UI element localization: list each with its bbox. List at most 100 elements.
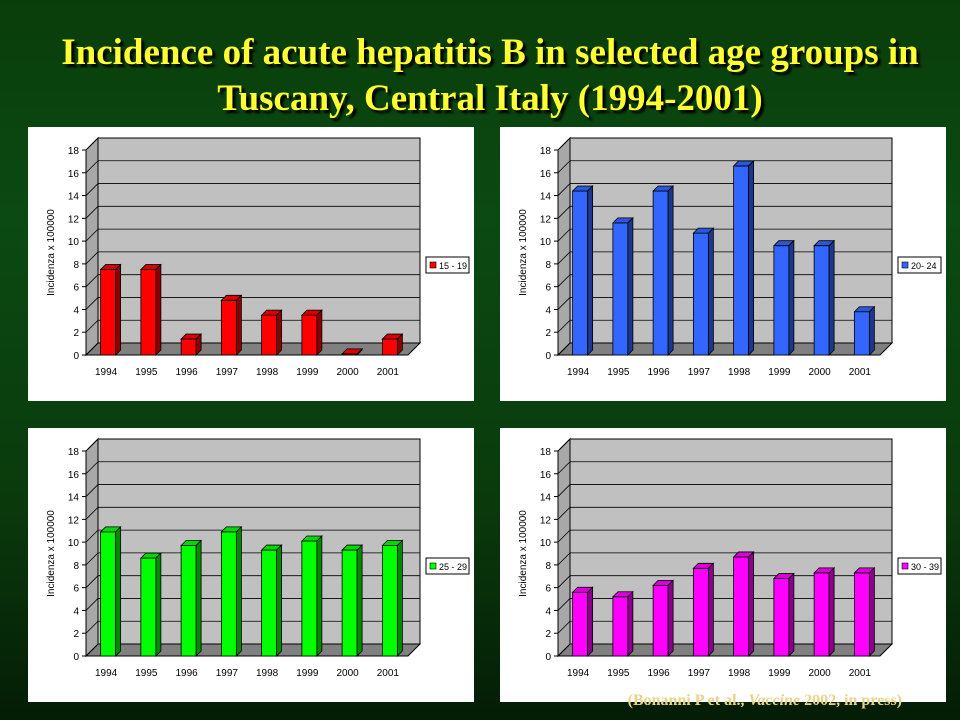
bar-side xyxy=(276,544,283,657)
bar-side xyxy=(868,566,875,657)
bar-side xyxy=(396,539,403,657)
y-tick-label: 12 xyxy=(68,214,80,225)
bar-front xyxy=(140,269,157,356)
legend-swatch xyxy=(901,261,909,269)
y-tick-label: 0 xyxy=(545,351,551,362)
y-tick-label: 12 xyxy=(68,515,80,526)
y-tick-label: 12 xyxy=(540,214,552,225)
x-tick-label: 1994 xyxy=(567,367,590,378)
bar-front xyxy=(652,190,669,356)
bar-side xyxy=(868,305,875,356)
legend-label: 25 - 29 xyxy=(439,562,467,572)
y-tick-label: 4 xyxy=(545,606,551,617)
bar-side xyxy=(667,185,674,356)
y-tick-label: 10 xyxy=(68,538,80,549)
bar-front xyxy=(612,596,629,657)
legend-box xyxy=(425,557,470,575)
gridline xyxy=(85,529,420,543)
page-title: Incidence of acute hepatitis B in select… xyxy=(61,32,919,119)
bar-front xyxy=(733,556,750,657)
y-tick-label: 8 xyxy=(545,561,551,572)
bar-front xyxy=(381,545,398,657)
gridline xyxy=(557,137,892,151)
bar-front xyxy=(612,222,629,356)
y-tick-label: 10 xyxy=(540,237,552,248)
bar-side xyxy=(235,294,242,356)
bar-front xyxy=(773,578,790,657)
x-tick-label: 1999 xyxy=(768,367,791,378)
gridline xyxy=(557,438,892,452)
legend-label: 20- 24 xyxy=(911,261,937,271)
bar-side xyxy=(667,579,674,657)
y-tick-label: 2 xyxy=(73,328,79,339)
legend-box xyxy=(425,256,470,274)
y-tick-label: 6 xyxy=(545,584,551,595)
y-tick-label: 10 xyxy=(68,237,80,248)
y-tick-label: 14 xyxy=(540,493,552,504)
bar-chart-20-24: 0 2 4 6 8 10 12 14 16 18 Incidenza x 100000 1994 199… xyxy=(518,136,942,378)
gridline xyxy=(557,205,892,219)
x-tick-label: 1994 xyxy=(95,668,118,679)
gridline xyxy=(557,160,892,174)
x-tick-label: 1995 xyxy=(607,367,630,378)
bar-front xyxy=(100,531,117,657)
legend-box xyxy=(897,557,942,575)
bar-side xyxy=(276,309,283,356)
y-axis-label: Incidenza x 100000 xyxy=(46,209,57,296)
bar-side xyxy=(707,227,714,356)
bar-side xyxy=(748,550,755,657)
bar-front xyxy=(853,572,870,657)
x-tick-label: 1995 xyxy=(135,367,158,378)
bar-front xyxy=(220,531,237,657)
gridline xyxy=(85,438,420,452)
x-tick-label: 2001 xyxy=(849,668,872,679)
chart-panel-20-24: 0 2 4 6 8 10 12 14 16 18 Incidenza x 100000 1994 199… xyxy=(500,127,946,401)
bar-front xyxy=(180,545,197,657)
bar-side xyxy=(587,185,594,356)
x-tick-label: 1997 xyxy=(688,367,711,378)
gridline xyxy=(85,160,420,174)
chart-panel-25-29: 0 2 4 6 8 10 12 14 16 18 Incidenza x 100000 1994 199… xyxy=(28,428,474,702)
bar-side xyxy=(788,239,795,356)
bar-front xyxy=(853,311,870,356)
gridline xyxy=(557,484,892,497)
y-tick-label: 6 xyxy=(73,584,79,595)
y-tick-label: 4 xyxy=(73,606,79,617)
y-tick-label: 2 xyxy=(545,328,551,339)
bar-side xyxy=(707,562,714,657)
y-tick-label: 8 xyxy=(545,260,551,271)
chart-panel-15-19: 0 2 4 6 8 10 12 14 16 18 Incidenza x 100000 1994 199… xyxy=(28,127,474,401)
y-tick-label: 2 xyxy=(545,629,551,640)
bar-side xyxy=(195,539,202,657)
bar-side xyxy=(356,347,363,356)
plot-floor xyxy=(84,342,422,356)
gridline xyxy=(85,297,420,310)
bar-front xyxy=(652,584,669,657)
bar-side xyxy=(788,572,795,657)
bar-front xyxy=(572,190,589,356)
y-axis-label: Incidenza x 100000 xyxy=(46,510,57,597)
legend-swatch xyxy=(429,261,437,269)
legend-label: 30 - 39 xyxy=(911,562,939,572)
gridline xyxy=(85,228,420,242)
y-tick-label: 0 xyxy=(73,351,79,362)
bar-front xyxy=(301,540,318,657)
x-tick-label: 2001 xyxy=(849,367,872,378)
bar-side xyxy=(828,566,835,657)
bar-front xyxy=(572,591,589,657)
bar-side xyxy=(195,333,202,356)
bar-chart-25-29: 0 2 4 6 8 10 12 14 16 18 Incidenza x 100000 1994 199… xyxy=(46,437,470,679)
gridline xyxy=(85,183,420,196)
x-tick-label: 1995 xyxy=(607,668,630,679)
bar-side xyxy=(587,586,594,657)
y-tick-label: 2 xyxy=(73,629,79,640)
gridline xyxy=(85,484,420,497)
x-tick-label: 2000 xyxy=(809,367,832,378)
gridline xyxy=(557,228,892,242)
y-axis-label: Incidenza x 100000 xyxy=(518,209,529,296)
y-tick-label: 16 xyxy=(540,470,552,481)
plot-floor xyxy=(84,643,422,657)
x-tick-label: 1996 xyxy=(648,367,671,378)
y-tick-label: 4 xyxy=(545,305,551,316)
x-tick-label: 2001 xyxy=(377,668,400,679)
